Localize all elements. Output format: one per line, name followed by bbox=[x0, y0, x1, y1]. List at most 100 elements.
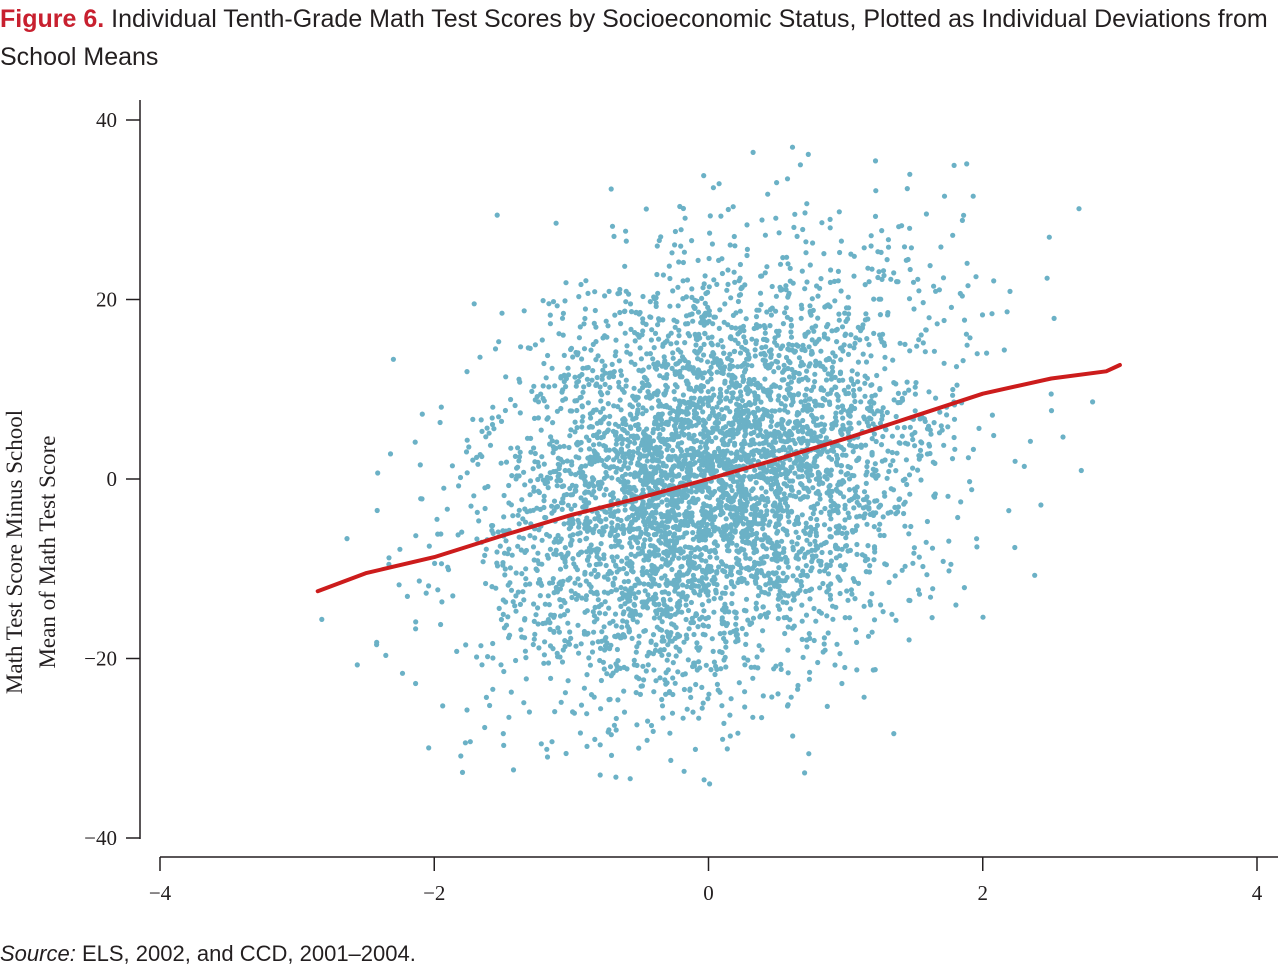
data-point bbox=[810, 485, 816, 491]
data-point bbox=[629, 635, 635, 642]
data-point bbox=[717, 429, 723, 435]
data-point bbox=[710, 321, 716, 327]
data-point bbox=[803, 454, 810, 460]
data-point bbox=[520, 516, 526, 522]
data-point bbox=[643, 530, 649, 536]
data-point bbox=[646, 485, 652, 491]
data-point bbox=[754, 535, 760, 541]
data-point bbox=[704, 527, 710, 534]
data-point bbox=[682, 215, 688, 221]
data-point bbox=[577, 537, 583, 544]
data-point bbox=[531, 383, 537, 389]
data-point bbox=[841, 566, 847, 573]
data-point bbox=[707, 781, 713, 787]
data-point bbox=[632, 361, 638, 367]
data-point bbox=[503, 459, 510, 465]
data-point bbox=[724, 464, 730, 470]
data-point bbox=[590, 609, 596, 615]
data-point bbox=[694, 640, 700, 646]
data-point bbox=[748, 458, 754, 464]
data-point bbox=[890, 458, 896, 464]
data-point bbox=[699, 684, 705, 691]
data-point bbox=[725, 547, 731, 554]
data-point bbox=[535, 550, 541, 556]
data-point bbox=[667, 472, 674, 478]
data-point bbox=[790, 547, 796, 553]
data-point bbox=[464, 369, 470, 375]
data-point bbox=[724, 621, 731, 627]
data-point bbox=[645, 502, 651, 508]
data-point bbox=[799, 618, 805, 624]
data-point bbox=[717, 307, 723, 313]
data-point bbox=[818, 509, 824, 515]
data-point bbox=[691, 411, 698, 417]
data-point bbox=[685, 607, 692, 614]
data-point bbox=[833, 486, 839, 492]
data-point bbox=[842, 310, 848, 316]
data-point bbox=[877, 521, 883, 527]
data-point bbox=[507, 580, 513, 586]
data-point bbox=[728, 572, 735, 578]
data-point bbox=[572, 429, 578, 435]
data-point bbox=[724, 543, 730, 549]
data-point bbox=[751, 550, 757, 556]
data-point bbox=[752, 347, 758, 353]
data-point bbox=[319, 616, 325, 623]
data-point bbox=[803, 524, 810, 530]
data-point bbox=[720, 344, 726, 350]
data-point bbox=[686, 626, 692, 632]
data-point bbox=[622, 586, 628, 592]
data-point bbox=[413, 533, 419, 539]
data-point bbox=[799, 512, 805, 518]
data-point bbox=[636, 525, 642, 531]
data-point bbox=[845, 548, 851, 554]
data-point bbox=[907, 348, 913, 354]
data-point bbox=[938, 423, 944, 429]
data-point bbox=[550, 576, 556, 582]
data-point bbox=[746, 400, 752, 406]
data-point bbox=[545, 415, 551, 421]
data-point bbox=[864, 405, 871, 412]
data-point bbox=[902, 390, 908, 396]
data-point bbox=[906, 597, 912, 603]
data-point bbox=[808, 586, 815, 592]
data-point bbox=[789, 464, 795, 471]
data-point bbox=[670, 660, 676, 666]
data-point bbox=[684, 583, 690, 590]
data-point bbox=[700, 401, 706, 407]
data-point bbox=[720, 524, 727, 530]
data-point bbox=[432, 560, 438, 566]
data-point bbox=[762, 270, 768, 276]
data-point bbox=[696, 466, 703, 472]
data-point bbox=[902, 476, 908, 482]
data-point bbox=[624, 666, 630, 672]
data-point bbox=[777, 284, 783, 290]
data-point bbox=[743, 531, 749, 537]
data-point bbox=[457, 474, 464, 481]
data-point bbox=[438, 561, 445, 567]
data-point bbox=[438, 621, 444, 628]
data-point bbox=[798, 399, 804, 405]
data-point bbox=[508, 502, 514, 508]
data-point bbox=[599, 376, 605, 382]
data-point bbox=[651, 564, 657, 570]
data-point bbox=[891, 270, 897, 276]
data-point bbox=[851, 505, 857, 511]
data-point bbox=[560, 332, 566, 338]
data-point bbox=[791, 392, 797, 398]
data-point bbox=[649, 405, 655, 411]
data-point bbox=[719, 532, 725, 539]
data-point bbox=[672, 371, 678, 377]
data-point bbox=[661, 375, 667, 381]
data-point bbox=[582, 315, 588, 322]
data-point bbox=[676, 327, 682, 333]
data-point bbox=[891, 397, 897, 403]
data-point bbox=[758, 302, 764, 308]
data-point bbox=[758, 537, 764, 543]
data-point bbox=[795, 686, 801, 692]
data-point bbox=[611, 722, 618, 728]
data-point bbox=[807, 431, 814, 437]
data-point bbox=[633, 517, 639, 523]
data-point bbox=[851, 392, 857, 398]
data-point bbox=[776, 352, 782, 359]
